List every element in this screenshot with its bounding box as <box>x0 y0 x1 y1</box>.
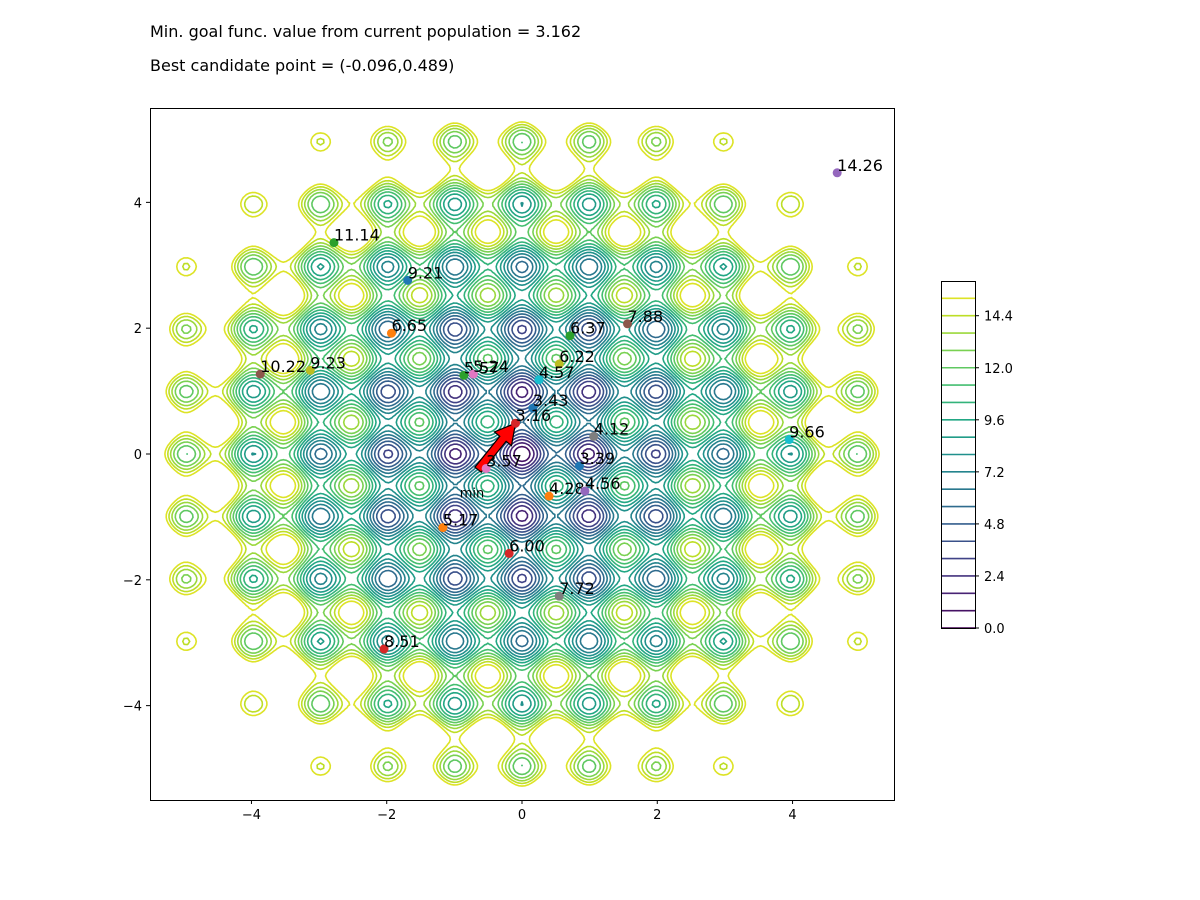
y-axis: −4 −2 0 2 4 <box>123 196 150 715</box>
point-label: 10.22 <box>260 357 306 376</box>
contour-level-2 <box>448 386 596 522</box>
y-tick-label: −4 <box>123 700 142 715</box>
population-point <box>554 359 564 369</box>
population-point <box>459 370 469 380</box>
min-arrow-label: min <box>460 487 485 502</box>
contour-level-17 <box>169 126 875 782</box>
population-point <box>511 418 521 428</box>
point-label: 3.57 <box>486 451 522 470</box>
point-label: 4.57 <box>539 363 575 382</box>
population-point <box>784 435 794 445</box>
point-label: 3.39 <box>579 449 615 468</box>
contour-level-1 <box>513 445 531 463</box>
contour-level-16 <box>173 129 871 779</box>
contour-level-19 <box>164 121 880 787</box>
x-axis: −4 −2 0 2 4 <box>242 800 797 823</box>
population-point <box>534 375 544 385</box>
population-point <box>832 168 842 178</box>
x-tick-label: 0 <box>518 808 526 823</box>
point-label: 7.72 <box>559 579 595 598</box>
population-points: 14.26 11.14 9.21 6.65 6.37 7.88 6.22 10.22 9.23 5… <box>255 156 883 654</box>
point-label: 3.16 <box>516 406 552 425</box>
point-label: 9.23 <box>310 353 346 372</box>
contour-level-6 <box>373 316 671 592</box>
population-point <box>403 275 413 285</box>
contour-level-13 <box>236 188 808 720</box>
min-arrow-shape <box>474 422 517 474</box>
contour-level-12 <box>240 191 804 717</box>
population-point <box>544 491 554 501</box>
point-label: 6.22 <box>559 347 595 366</box>
point-label: 6.65 <box>391 316 427 335</box>
contour-level-9 <box>305 253 739 655</box>
min-arrow: min <box>460 422 517 502</box>
population-point <box>379 644 389 654</box>
x-tick-label: −2 <box>377 808 396 823</box>
y-tick-label: 4 <box>134 196 142 211</box>
x-tick-label: 2 <box>653 808 661 823</box>
point-label: 14.26 <box>837 156 883 175</box>
population-point <box>565 331 575 341</box>
x-tick-label: 4 <box>788 808 796 823</box>
population-point <box>481 463 491 473</box>
x-tick-label: −4 <box>242 808 261 823</box>
point-label: 11.14 <box>334 226 380 245</box>
population-point <box>589 431 599 441</box>
y-tick-label: −2 <box>123 574 142 589</box>
best-point-title: Best candidate point = (-0.096,0.489) <box>150 56 455 75</box>
population-point <box>255 369 265 379</box>
population-point <box>305 365 315 375</box>
population-point <box>438 523 448 533</box>
min-value-title: Min. goal func. value from current popul… <box>150 22 582 41</box>
contour-level-4 <box>383 324 661 584</box>
contour-level-15 <box>176 132 868 776</box>
y-tick-label: 0 <box>134 448 142 463</box>
point-label: 6.37 <box>570 319 606 338</box>
contour-level-5 <box>377 319 667 589</box>
contour-level-3 <box>444 381 600 527</box>
contour-level-18 <box>167 123 877 785</box>
contour-level-10 <box>251 201 793 707</box>
point-label: 6.00 <box>509 536 545 555</box>
point-label: 4.12 <box>594 419 630 438</box>
point-label: 9.21 <box>408 263 444 282</box>
point-label: 5.24 <box>473 357 509 376</box>
point-label: 9.66 <box>789 423 825 442</box>
population-point <box>574 461 584 471</box>
point-label: 3.43 <box>533 391 569 410</box>
point-label: 4.56 <box>585 474 621 493</box>
population-point <box>580 486 590 496</box>
y-tick-label: 2 <box>134 322 142 337</box>
population-point <box>386 328 396 338</box>
point-label: 5.17 <box>443 511 479 530</box>
population-point <box>504 548 514 558</box>
population-point <box>329 238 339 248</box>
point-label: 7.88 <box>628 307 664 326</box>
contour-level-8 <box>309 256 735 652</box>
contour-level-11 <box>243 195 801 713</box>
contour-level-14 <box>186 141 858 767</box>
point-label: 4.28 <box>549 479 585 498</box>
point-label: 8.51 <box>384 632 420 651</box>
population-point <box>623 319 633 329</box>
contour-lines <box>164 121 880 787</box>
population-point <box>554 591 564 601</box>
population-point <box>528 403 538 413</box>
population-point <box>468 369 478 379</box>
